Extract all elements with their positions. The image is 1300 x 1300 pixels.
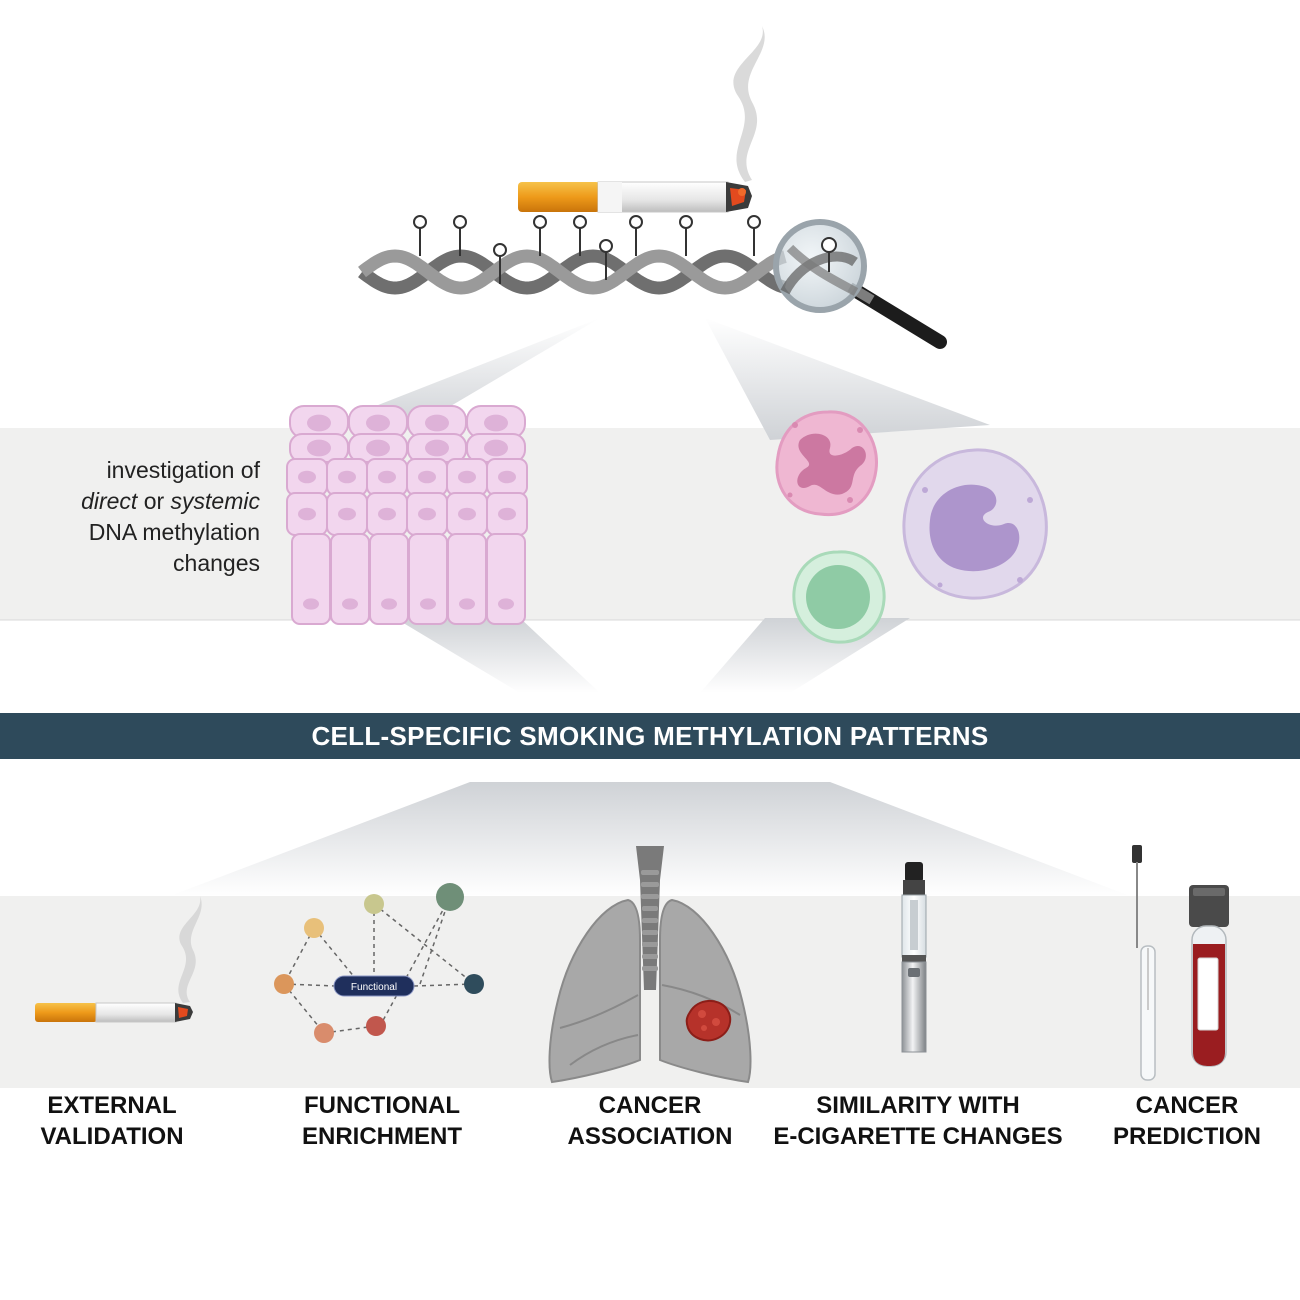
cell-nucleus [378,507,396,521]
epithelial-cell [408,533,448,625]
network-center-node [333,975,415,997]
caption-cancer-prediction: CANCER PREDICTION [1092,1090,1282,1152]
cigarette-icon [518,26,765,213]
cell-nucleus [298,507,316,521]
methylation-pin [573,215,587,229]
methylation-pin [493,243,507,257]
title-banner: CELL-SPECIFIC SMOKING METHYLATION PATTER… [0,713,1300,759]
side-systemic: systemic [170,488,260,514]
methylation-pin [453,215,467,229]
dna-helix-icon [358,215,787,295]
methylation-pin [679,215,693,229]
epithelial-tissue-icon [286,405,528,625]
cell-nucleus [425,439,449,457]
blood-tube-icon [1189,885,1229,1067]
epithelial-cell [291,533,331,625]
magnifier-icon [773,219,947,349]
cell-nucleus [378,470,396,484]
caption-line: SIMILARITY WITH [816,1092,1020,1119]
cell-nucleus [381,598,397,610]
cell-nucleus [303,598,319,610]
cell-nucleus [298,470,316,484]
side-line-4: changes [173,550,260,576]
merge-cone-right [700,618,910,693]
side-line-3: DNA methylation [88,519,260,545]
methylation-pin [413,215,427,229]
cell-nucleus [458,470,476,484]
swab-tube-icon [1132,845,1156,1081]
caption-line: ENRICHMENT [302,1123,462,1150]
outcome-cone [170,782,1130,896]
caption-line: ASSOCIATION [567,1123,733,1150]
caption-line: FUNCTIONAL [304,1092,460,1119]
merge-cone-left [395,618,600,693]
cell-nucleus [307,439,331,457]
functional-network-icon: Functional [274,883,484,1043]
caption-line: VALIDATION [40,1123,184,1150]
cell-nucleus [498,470,516,484]
cell-nucleus [420,598,436,610]
caption-external-validation: EXTERNAL VALIDATION [12,1090,212,1152]
caption-line: EXTERNAL [47,1092,177,1119]
monocyte-icon [902,448,1048,600]
zoom-cone-right [705,318,990,440]
side-line-1: investigation of [106,457,260,483]
cell-nucleus [484,439,508,457]
lymphocyte-icon [792,550,886,644]
epithelial-cell [486,533,526,625]
epithelial-cell [447,533,487,625]
cell-nucleus [484,414,508,432]
cell-nucleus [366,439,390,457]
side-direct: direct [81,488,138,514]
caption-e-cigarette-similarity: SIMILARITY WITH E-CIGARETTE CHANGES [758,1090,1078,1152]
cell-nucleus [338,470,356,484]
side-or: or [137,488,171,514]
caption-line: CANCER [1135,1092,1239,1119]
methylation-pin [599,239,613,253]
cigarette-small-icon [35,896,202,1023]
epithelial-cell [369,533,409,625]
cell-nucleus [498,507,516,521]
caption-cancer-association: CANCER ASSOCIATION [545,1090,755,1152]
neutrophil-icon [775,410,878,517]
cell-nucleus [458,507,476,521]
lungs-icon [548,846,752,1084]
e-cigarette-icon [901,862,927,1053]
epithelial-cell [330,533,370,625]
methylation-pin [533,215,547,229]
caption-line: E-CIGARETTE CHANGES [773,1123,1063,1150]
cell-nucleus [338,507,356,521]
caption-line: CANCER [598,1092,702,1119]
cell-nucleus [425,414,449,432]
caption-functional-enrichment: FUNCTIONAL ENRICHMENT [272,1090,492,1152]
banner-title: CELL-SPECIFIC SMOKING METHYLATION PATTER… [311,720,989,751]
network-center-label: Functional [351,982,397,993]
caption-line: PREDICTION [1112,1123,1261,1150]
cell-nucleus [418,507,436,521]
cell-band [0,428,1300,620]
cell-nucleus [366,414,390,432]
cell-nucleus [307,414,331,432]
zoom-cone-left [340,318,600,430]
cell-nucleus [498,598,514,610]
side-line-2: direct or systemic [0,486,260,517]
cell-nucleus [418,470,436,484]
methylation-pin [629,215,643,229]
cell-nucleus [342,598,358,610]
side-description: investigation of direct or systemic DNA … [0,455,260,579]
cell-nucleus [459,598,475,610]
methylation-pin [747,215,761,229]
